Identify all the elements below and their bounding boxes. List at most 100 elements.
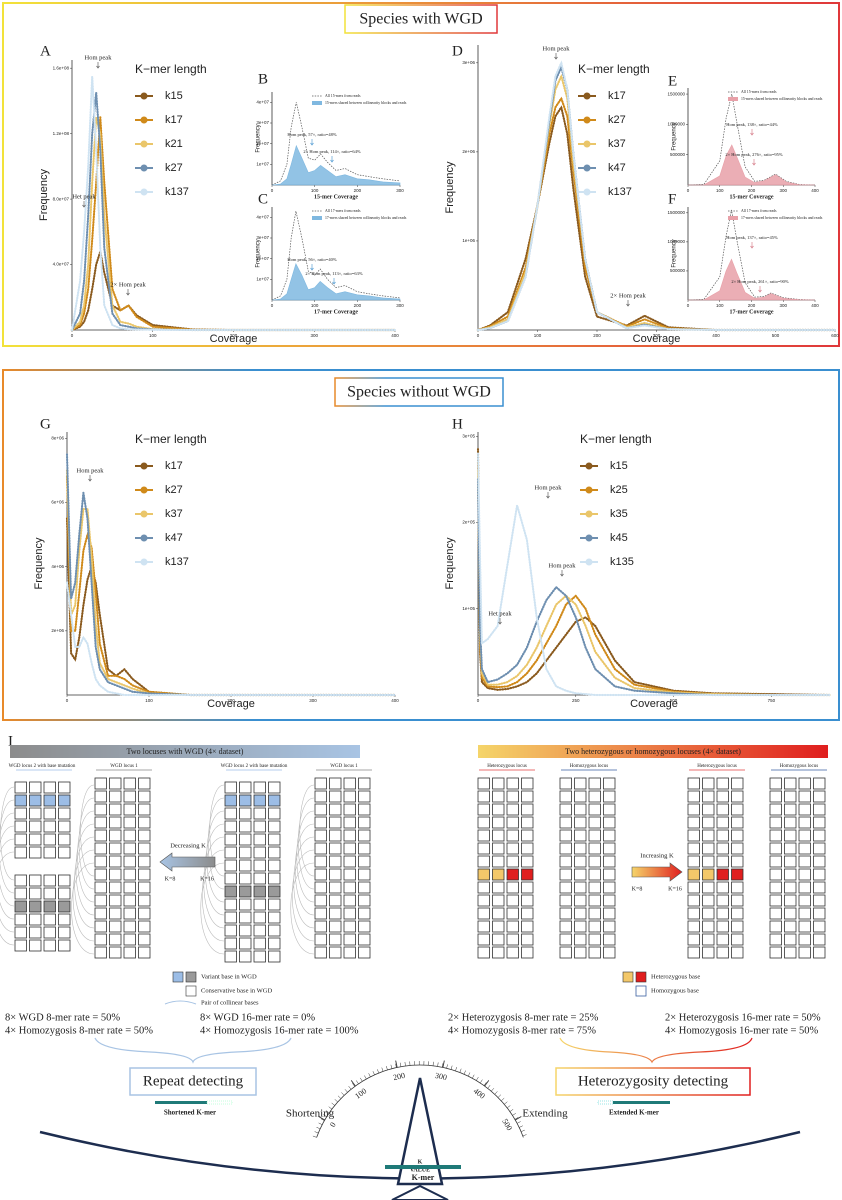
base-cell — [314, 803, 327, 816]
base-cell — [702, 933, 715, 946]
base-cell — [58, 926, 71, 939]
detect-box — [555, 1067, 751, 1096]
legend-label: k17 — [165, 460, 183, 472]
dial-minor-tick — [467, 1072, 471, 1077]
annotation-arrow — [96, 62, 100, 69]
area — [687, 144, 816, 186]
dial-minor-tick — [521, 1129, 525, 1132]
base-cell — [559, 920, 572, 933]
annotation: 2× Hom peak — [110, 281, 146, 288]
base-cell — [138, 829, 151, 842]
base-cell — [521, 790, 534, 803]
base-cell — [109, 790, 122, 803]
dial-minor-tick — [463, 1070, 466, 1075]
base-cell — [329, 790, 342, 803]
base-cell — [769, 790, 782, 803]
legend-title: K−mer length — [580, 432, 652, 446]
base-cell — [798, 894, 811, 907]
line — [65, 453, 397, 697]
base-cell — [224, 859, 237, 872]
base-cell — [268, 846, 281, 859]
line — [66, 476, 395, 696]
base-cell — [224, 872, 237, 885]
base-cell — [343, 946, 356, 959]
x-tick-label: 100 — [311, 188, 319, 193]
dial-pointer — [396, 1077, 444, 1186]
x-tick-label: 200 — [354, 188, 362, 193]
annotation: 2× Hom peak, 261×, ratio=90% — [731, 279, 789, 285]
dial-tick — [484, 1080, 490, 1087]
base-cell — [358, 829, 371, 842]
x-tick-label: 500 — [670, 698, 678, 703]
base-cell — [109, 816, 122, 829]
base-cell — [521, 816, 534, 829]
x-tick-label: 0 — [271, 188, 274, 193]
y-tick-label: 1000000 — [667, 122, 685, 127]
locus-label: WGD locus 2 with base mutation — [9, 764, 76, 769]
base-cell — [687, 842, 700, 855]
base-cell — [559, 881, 572, 894]
base-cell — [506, 946, 519, 959]
base-cell — [813, 842, 826, 855]
base-cell — [109, 855, 122, 868]
dial-minor-tick — [352, 1083, 355, 1087]
x-tick-label: 300 — [779, 303, 787, 308]
base-cell — [574, 946, 587, 959]
base-cell — [14, 833, 27, 846]
pointer-label: K — [418, 1159, 423, 1165]
base-cell — [329, 829, 342, 842]
base-cell — [687, 933, 700, 946]
base-cell — [716, 803, 729, 816]
kmer-bar — [385, 1165, 461, 1169]
dial-tick-label: 100 — [353, 1086, 368, 1100]
base-cell — [477, 803, 490, 816]
base-cell — [123, 829, 136, 842]
base-cell — [477, 920, 490, 933]
base-cell — [94, 920, 107, 933]
x-tick-label: 300 — [310, 333, 318, 338]
base-cell — [239, 846, 252, 859]
base-cell — [314, 777, 327, 790]
dial-minor-tick — [320, 1118, 325, 1121]
base-cell — [492, 842, 505, 855]
dial-minor-tick — [455, 1067, 457, 1071]
x-tick-label: 300 — [309, 698, 317, 703]
base-cell — [588, 881, 601, 894]
legend-swatch — [635, 971, 647, 983]
x-tick-label: 0 — [66, 698, 69, 703]
collinear-arc — [80, 784, 95, 877]
base-cell — [253, 924, 266, 937]
x-axis-label: 15-mer Coverage — [729, 194, 773, 200]
panel-label: C — [258, 191, 268, 207]
base-cell — [506, 907, 519, 920]
base-cell — [702, 842, 715, 855]
area — [687, 258, 816, 301]
base-cell — [268, 937, 281, 950]
line — [70, 250, 397, 332]
base-cell — [268, 872, 281, 885]
x-tick-label: 750 — [768, 698, 776, 703]
base-cell — [224, 794, 237, 807]
y-axis-label: Frequency — [256, 239, 262, 267]
panel-label: D — [452, 43, 463, 59]
base-cell — [588, 790, 601, 803]
legend-label: Variant base in WGD — [201, 973, 257, 980]
base-cell — [358, 894, 371, 907]
base-cell — [574, 790, 587, 803]
base-cell — [588, 842, 601, 855]
y-tick-label: 1000000 — [667, 239, 685, 244]
base-cell — [358, 816, 371, 829]
base-cell — [521, 881, 534, 894]
base-cell — [43, 939, 56, 952]
base-cell — [731, 868, 744, 881]
annotation-arrow — [330, 156, 334, 163]
dial-minor-tick — [337, 1095, 342, 1099]
dial-minor-tick — [491, 1088, 495, 1092]
base-cell — [521, 829, 534, 842]
base-cell — [702, 920, 715, 933]
x-tick-label: 200 — [230, 333, 238, 338]
base-cell — [43, 781, 56, 794]
base-cell — [14, 900, 27, 913]
base-cell — [506, 894, 519, 907]
base-cell — [731, 842, 744, 855]
